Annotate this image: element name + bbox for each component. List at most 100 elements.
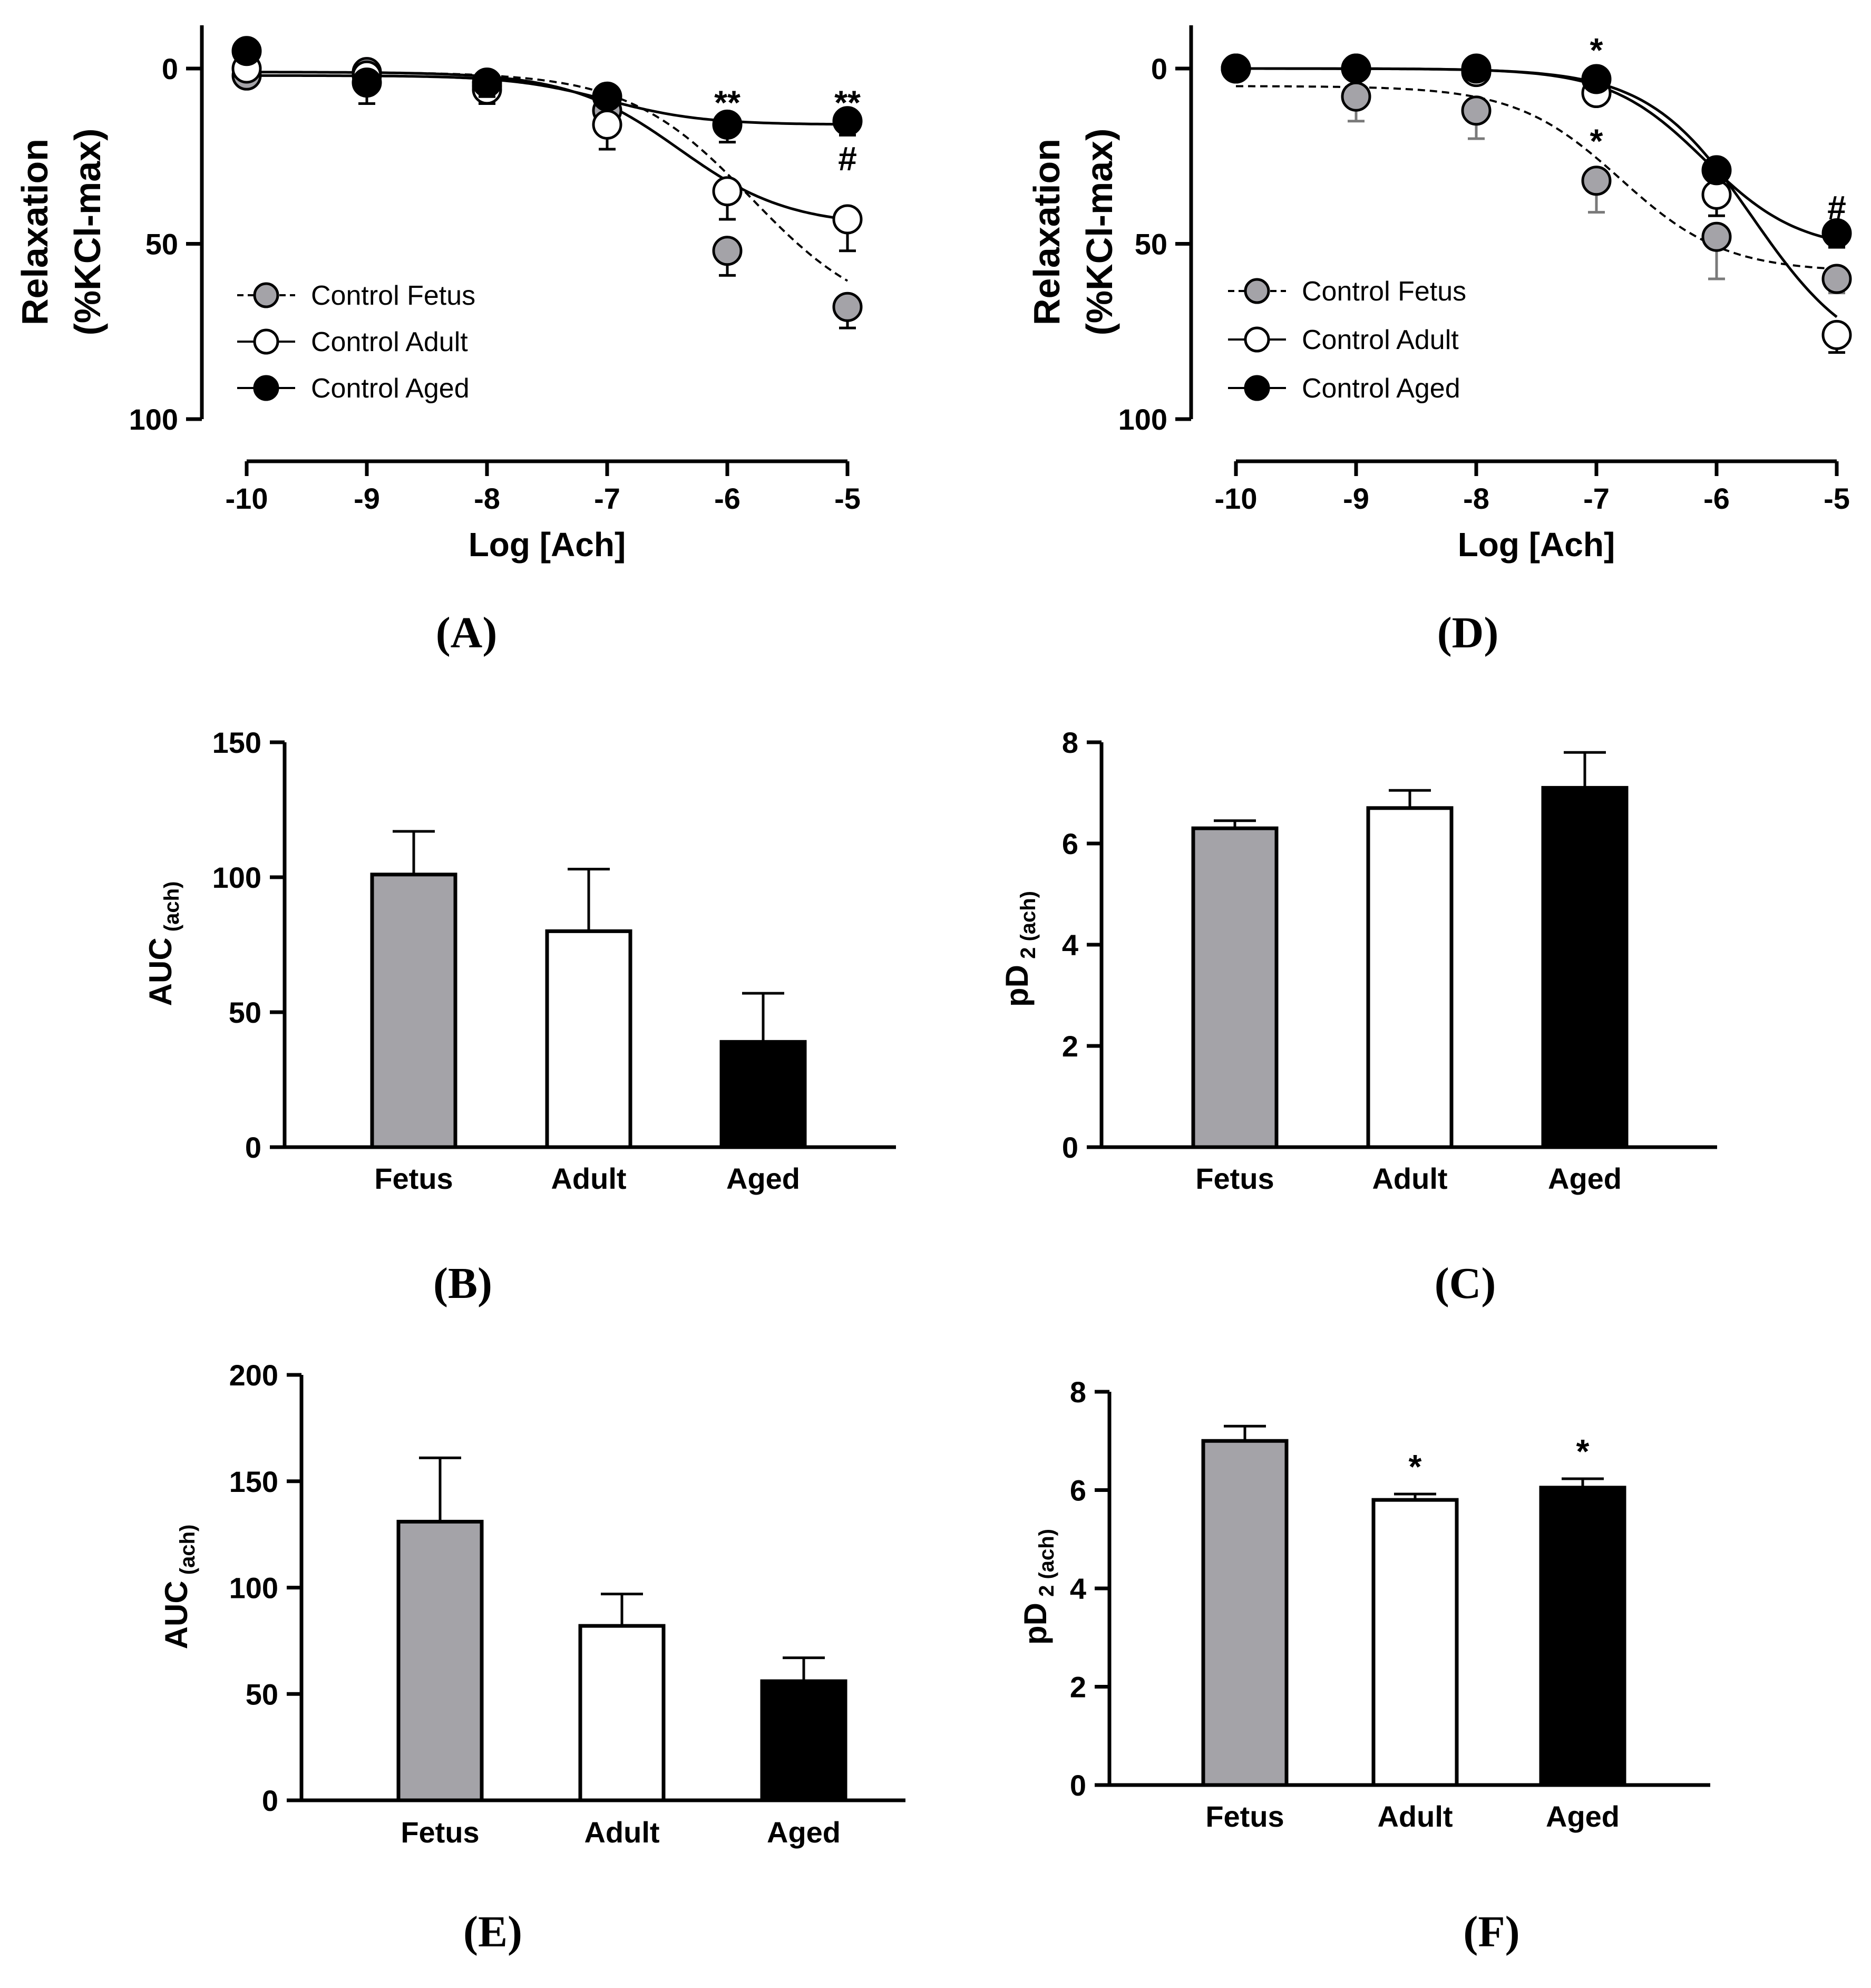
legend-label-control-aged: Control Aged	[311, 373, 470, 404]
legend-marker-control-adult	[253, 328, 279, 355]
y-tick-label: 6	[1070, 1474, 1086, 1507]
fit-curve-control-fetus	[247, 71, 849, 282]
category-label: Aged	[1548, 1162, 1622, 1195]
category-label: Fetus	[1205, 1800, 1284, 1833]
data-point-control-fetus	[1581, 166, 1612, 196]
category-label: Fetus	[374, 1162, 453, 1195]
y-tick-label: 100	[129, 403, 178, 436]
y-tick-label: 2	[1070, 1671, 1086, 1704]
y-tick-label: 50	[246, 1677, 278, 1711]
data-point-control-fetus	[1341, 81, 1371, 112]
data-point-control-aged	[1701, 155, 1732, 186]
legend-marker-control-aged	[253, 375, 279, 401]
y-tick-label: 50	[145, 228, 178, 261]
y-tick-label: 200	[229, 1359, 278, 1392]
fit-curve-control-adult	[247, 71, 848, 221]
y-axis-title-main: AUC	[159, 1580, 194, 1649]
legend-label-control-adult: Control Adult	[1302, 325, 1459, 355]
category-label: Adult	[1377, 1800, 1453, 1833]
data-point-control-aged	[1821, 218, 1852, 249]
y-axis-title: Relaxation	[1026, 139, 1067, 325]
y-axis-title: Relaxation	[14, 139, 55, 325]
data-point-control-fetus	[712, 236, 743, 266]
data-point-control-aged	[1461, 53, 1492, 84]
x-tick-label: -9	[1343, 482, 1369, 515]
data-point-control-adult	[1821, 319, 1852, 350]
y-tick-label: 50	[1135, 228, 1167, 261]
bar-fetus	[1201, 1439, 1289, 1787]
data-point-control-aged	[1221, 53, 1251, 84]
bar-adult	[1366, 806, 1454, 1149]
x-tick-label: -10	[226, 482, 268, 515]
bar-aged	[719, 1040, 807, 1149]
y-tick-label: 4	[1062, 928, 1078, 962]
y-axis-title: AUC (ach)	[159, 1525, 199, 1650]
y-axis-title: pD 2 (ach)	[999, 891, 1040, 1007]
y-tick-label: 0	[1151, 52, 1167, 85]
x-tick-label: -10	[1215, 482, 1258, 515]
x-tick-label: -8	[474, 482, 500, 515]
bar-adult	[545, 929, 632, 1149]
legend-label-control-aged: Control Aged	[1302, 373, 1460, 404]
legend-marker-control-fetus	[1244, 278, 1270, 304]
y-tick-label: 0	[162, 52, 178, 85]
x-tick-label: -7	[594, 482, 620, 515]
significance-marker: *	[1409, 1448, 1422, 1486]
y-tick-label: 150	[212, 726, 261, 759]
data-point-control-aged	[352, 67, 382, 98]
legend-marker-control-adult	[1244, 326, 1270, 353]
bar-adult	[1371, 1498, 1459, 1787]
significance-marker: **	[714, 84, 740, 122]
y-tick-label: 50	[229, 996, 261, 1029]
category-label: Aged	[767, 1816, 841, 1849]
data-point-control-fetus	[1701, 221, 1732, 252]
data-point-control-aged	[832, 106, 863, 137]
panel-label: (A)	[436, 608, 498, 657]
data-point-control-aged	[231, 36, 262, 66]
bar-aged	[1539, 1486, 1626, 1787]
legend-label-control-fetus: Control Fetus	[311, 280, 475, 311]
data-point-control-aged	[592, 81, 622, 112]
y-axis-title-subscript: 2 (ach)	[1017, 891, 1040, 965]
category-label: Fetus	[1195, 1162, 1274, 1195]
y-axis-title-main: pD	[999, 965, 1035, 1007]
category-label: Adult	[551, 1162, 626, 1195]
y-axis-title: AUC (ach)	[143, 881, 183, 1006]
y-axis-title: pD 2 (ach)	[1018, 1529, 1058, 1645]
panel-label: (C)	[1435, 1259, 1496, 1308]
category-label: Aged	[726, 1162, 800, 1195]
y-tick-label: 0	[1062, 1131, 1078, 1164]
panel-label: (B)	[433, 1259, 492, 1308]
data-point-control-adult	[712, 176, 743, 207]
fit-curve-control-aged	[247, 74, 847, 126]
significance-marker: *	[1576, 1432, 1590, 1470]
x-tick-label: -9	[354, 482, 380, 515]
category-label: Aged	[1546, 1800, 1620, 1833]
legend-label-control-adult: Control Adult	[311, 327, 468, 357]
bar-aged	[1541, 785, 1629, 1149]
x-axis-title: Log [Ach]	[469, 526, 626, 564]
y-axis-title-subscript: (ach)	[160, 881, 183, 938]
y-tick-label: 100	[1118, 403, 1167, 436]
bar-aged	[760, 1679, 847, 1802]
y-tick-label: 0	[1070, 1769, 1086, 1802]
y-tick-label: 100	[229, 1572, 278, 1605]
data-point-control-aged	[1341, 53, 1371, 84]
bar-fetus	[396, 1519, 484, 1802]
significance-marker: #	[1827, 189, 1846, 227]
legend-marker-control-fetus	[253, 282, 279, 308]
y-axis-title-main: pD	[1018, 1603, 1053, 1645]
x-tick-label: -6	[714, 482, 740, 515]
y-tick-label: 8	[1062, 726, 1078, 759]
y-tick-label: 0	[245, 1131, 261, 1164]
category-label: Adult	[584, 1816, 659, 1849]
x-axis-title: Log [Ach]	[1458, 526, 1615, 564]
data-point-control-adult	[832, 204, 863, 235]
legend-label-control-fetus: Control Fetus	[1302, 276, 1466, 307]
y-tick-label: 6	[1062, 827, 1078, 860]
x-tick-label: -8	[1463, 482, 1489, 515]
y-axis-title-units: (%KCl-max)	[1079, 129, 1120, 336]
panel-label: (F)	[1463, 1907, 1519, 1956]
fit-curve-control-fetus	[1236, 85, 1837, 270]
panel-A: 0 50 100 -10 -9 -8 -7 -6 -5 Log [Ach] Relaxation (%…	[14, 25, 863, 657]
